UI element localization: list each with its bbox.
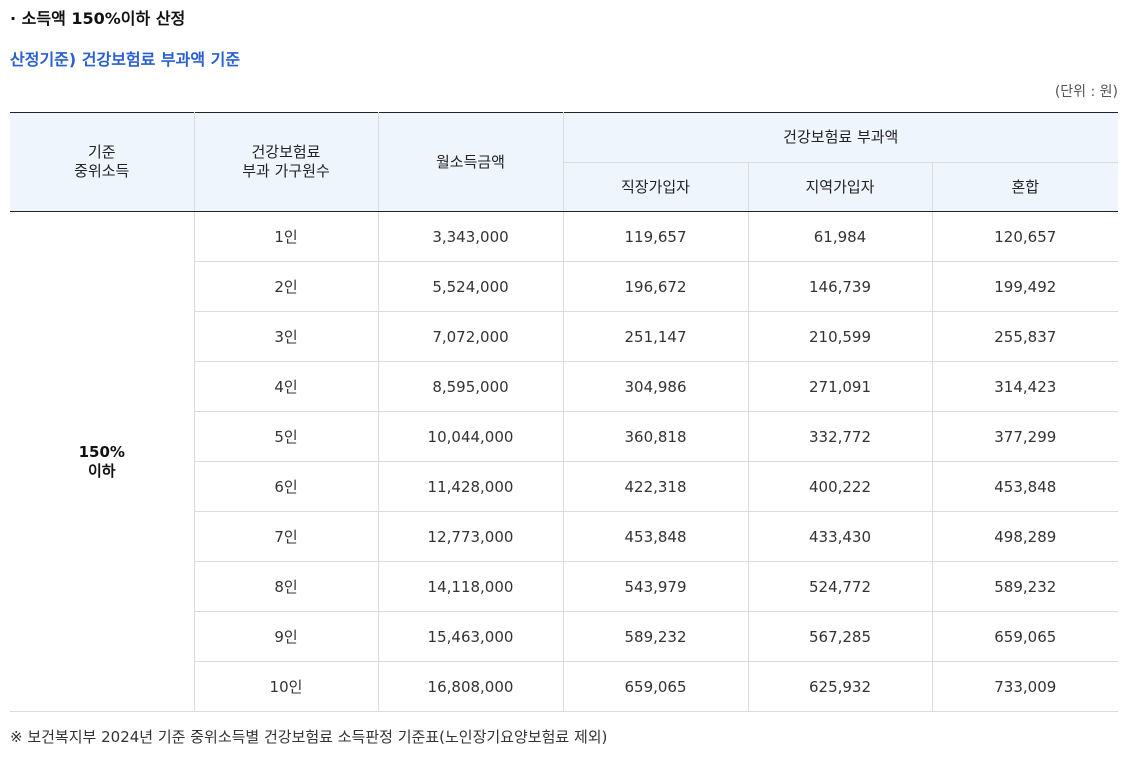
table-row: 7인 12,773,000 453,848 433,430 498,289 (10, 511, 1119, 562)
header-median-income-line2: 중위소득 (74, 162, 130, 180)
footnote: ※ 보건복지부 2024년 기준 중위소득별 건강보험료 소득판정 기준표(노인… (10, 728, 608, 746)
header-household-count-line1: 건강보험료 (251, 143, 321, 161)
mixed-premium-cell: 120,657 (931, 211, 1119, 262)
table-row: 5인 10,044,000 360,818 332,772 377,299 (10, 411, 1119, 462)
header-mixed: 혼합 (931, 162, 1119, 212)
employee-premium-cell: 422,318 (562, 461, 749, 512)
household-cell: 3인 (194, 311, 379, 362)
group-label-line2: 이하 (87, 461, 116, 480)
table-body: 150% 이하 1인 3,343,000 119,657 61,984 120,657 2인 5… (10, 211, 1119, 712)
monthly-income-cell: 12,773,000 (377, 511, 564, 562)
household-cell: 8인 (194, 561, 379, 612)
household-cell: 5인 (194, 411, 379, 462)
mixed-premium-cell: 733,009 (931, 661, 1119, 712)
premium-table: 기준 중위소득 건강보험료 부과 가구원수 월소득금액 건강보험료 부과액 직장… (10, 112, 1119, 712)
table-row: 10인 16,808,000 659,065 625,932 733,009 (10, 661, 1119, 712)
mixed-premium-cell: 659,065 (931, 611, 1119, 662)
employee-premium-cell: 543,979 (562, 561, 749, 612)
household-cell: 2인 (194, 261, 379, 312)
header-household-count-line2: 부과 가구원수 (242, 162, 330, 180)
monthly-income-cell: 10,044,000 (377, 411, 564, 462)
mixed-premium-cell: 314,423 (931, 361, 1119, 412)
household-cell: 6인 (194, 461, 379, 512)
regional-premium-cell: 271,091 (747, 361, 933, 412)
header-premium-group: 건강보험료 부과액 (562, 112, 1119, 163)
employee-premium-cell: 659,065 (562, 661, 749, 712)
mixed-premium-cell: 589,232 (931, 561, 1119, 612)
monthly-income-cell: 14,118,000 (377, 561, 564, 612)
median-income-group-cell: 150% 이하 (10, 211, 195, 712)
employee-premium-cell: 589,232 (562, 611, 749, 662)
header-household-count: 건강보험료 부과 가구원수 (193, 112, 379, 212)
monthly-income-cell: 5,524,000 (377, 261, 564, 312)
section-title: · 소득액 150%이하 산정 (10, 9, 186, 28)
mixed-premium-cell: 255,837 (931, 311, 1119, 362)
household-cell: 7인 (194, 511, 379, 562)
regional-premium-cell: 567,285 (747, 611, 933, 662)
header-monthly-income: 월소득금액 (377, 112, 564, 212)
household-cell: 9인 (194, 611, 379, 662)
monthly-income-cell: 16,808,000 (377, 661, 564, 712)
header-employee: 직장가입자 (563, 162, 749, 212)
group-label-line1: 150% (78, 442, 125, 461)
regional-premium-cell: 625,932 (747, 661, 933, 712)
mixed-premium-cell: 498,289 (931, 511, 1119, 562)
regional-premium-cell: 332,772 (747, 411, 933, 462)
regional-premium-cell: 210,599 (747, 311, 933, 362)
employee-premium-cell: 453,848 (562, 511, 749, 562)
monthly-income-cell: 3,343,000 (377, 211, 564, 262)
employee-premium-cell: 251,147 (562, 311, 749, 362)
regional-premium-cell: 61,984 (747, 211, 933, 262)
header-median-income-line1: 기준 (87, 143, 116, 161)
regional-premium-cell: 524,772 (747, 561, 933, 612)
employee-premium-cell: 196,672 (562, 261, 749, 312)
monthly-income-cell: 7,072,000 (377, 311, 564, 362)
monthly-income-cell: 11,428,000 (377, 461, 564, 512)
unit-label: (단위 : 원) (1054, 84, 1118, 100)
table-header: 기준 중위소득 건강보험료 부과 가구원수 월소득금액 건강보험료 부과액 직장… (10, 112, 1119, 212)
employee-premium-cell: 304,986 (562, 361, 749, 412)
mixed-premium-cell: 199,492 (931, 261, 1119, 312)
table-row: 6인 11,428,000 422,318 400,222 453,848 (10, 461, 1119, 512)
household-cell: 4인 (194, 361, 379, 412)
header-regional: 지역가입자 (747, 162, 933, 212)
household-cell: 1인 (193, 211, 379, 262)
table-row: 9인 15,463,000 589,232 567,285 659,065 (10, 611, 1119, 662)
criteria-title: 산정기준) 건강보험료 부과액 기준 (10, 50, 241, 69)
household-cell: 10인 (194, 661, 379, 712)
monthly-income-cell: 8,595,000 (377, 361, 564, 412)
table-row: 150% 이하 1인 3,343,000 119,657 61,984 120,657 (10, 211, 1119, 712)
regional-premium-cell: 433,430 (747, 511, 933, 562)
table-row: 8인 14,118,000 543,979 524,772 589,232 (10, 561, 1119, 612)
employee-premium-cell: 119,657 (562, 211, 749, 262)
mixed-premium-cell: 453,848 (931, 461, 1119, 512)
regional-premium-cell: 400,222 (747, 461, 933, 512)
header-median-income: 기준 중위소득 (10, 112, 195, 212)
monthly-income-cell: 15,463,000 (377, 611, 564, 662)
employee-premium-cell: 360,818 (562, 411, 749, 462)
mixed-premium-cell: 377,299 (931, 411, 1119, 462)
regional-premium-cell: 146,739 (747, 261, 933, 312)
